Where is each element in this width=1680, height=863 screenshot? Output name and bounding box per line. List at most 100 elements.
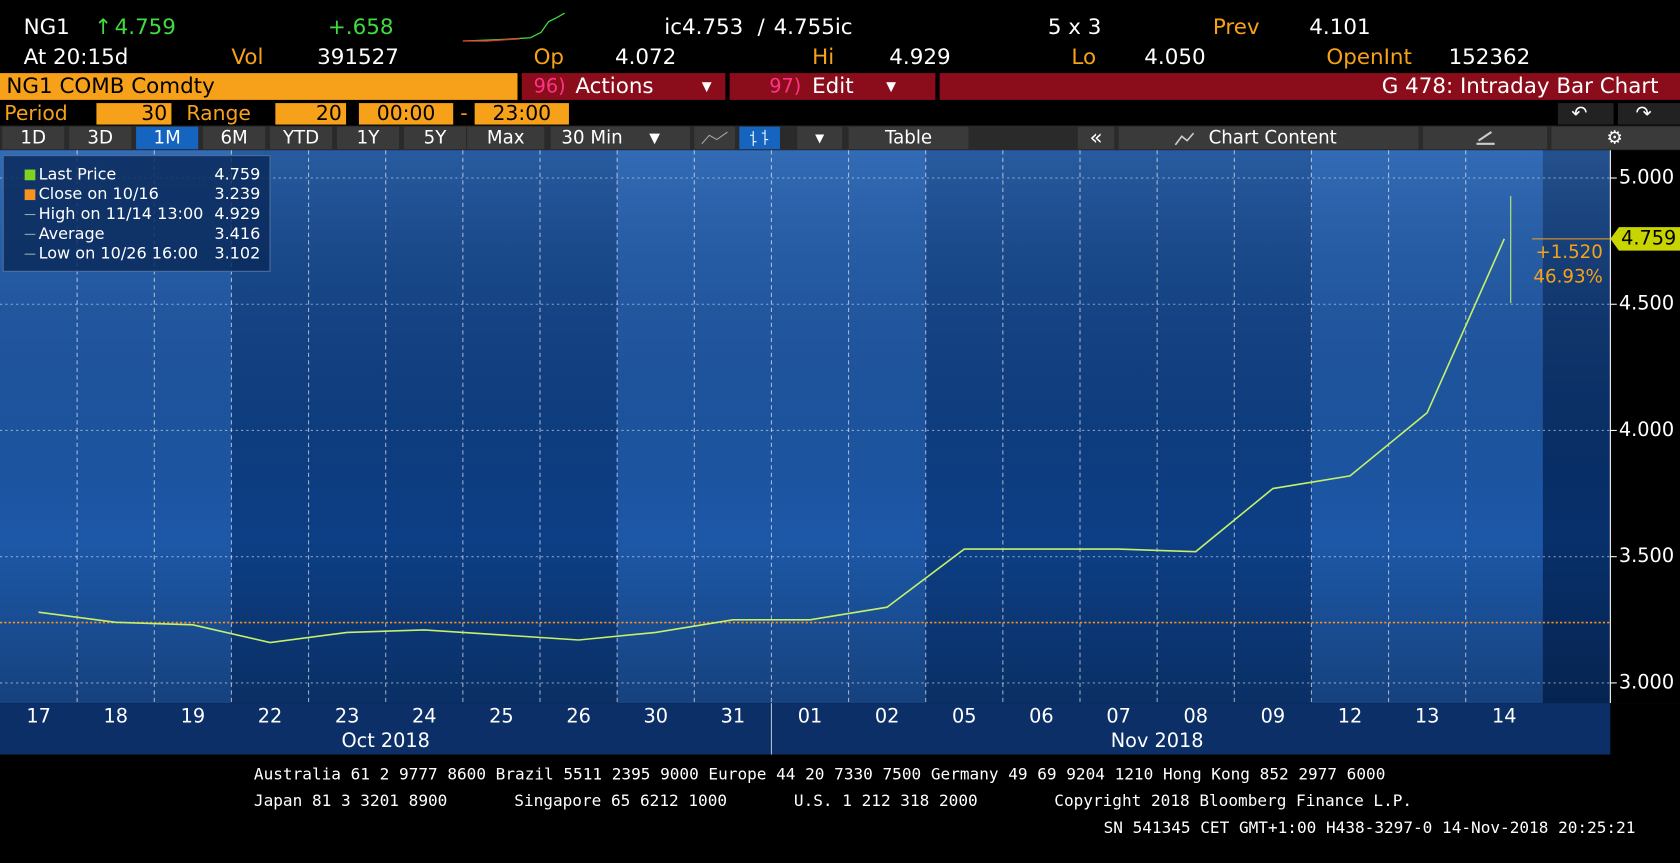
legend-label: Low on 10/26 16:00 — [39, 244, 199, 263]
interval[interactable]: 30 Min — [561, 127, 622, 148]
dropdown-arrow: ▼ — [702, 80, 712, 95]
x-tick-label: 13 — [1415, 705, 1440, 728]
open-label: Op — [534, 45, 564, 70]
legend-label: Average — [39, 224, 105, 243]
last-price-label: 4.759 — [1621, 226, 1676, 249]
edit-num: 97) — [769, 75, 801, 98]
time: At 20:15d — [24, 45, 129, 70]
actions-num: 96) — [534, 75, 566, 98]
oi-label: OpenInt — [1326, 45, 1411, 70]
x-tick-label: 06 — [1029, 705, 1054, 728]
range-button[interactable] — [336, 126, 400, 150]
range-box[interactable] — [275, 103, 347, 125]
end[interactable]: 23:00 — [492, 101, 551, 125]
legend-value: 3.102 — [214, 244, 260, 263]
table-button[interactable] — [848, 126, 969, 150]
annotate-icon — [1476, 131, 1495, 145]
range-label[interactable]: 1Y — [357, 127, 381, 148]
range-label[interactable]: 3D — [87, 127, 113, 148]
x-axis-area — [0, 703, 1680, 755]
month-label: Nov 2018 — [1111, 729, 1204, 752]
x-tick-label: 17 — [26, 705, 51, 728]
legend-label: Last Price — [39, 164, 117, 183]
low: 4.050 — [1144, 45, 1205, 70]
legend-value: 4.759 — [214, 164, 260, 183]
range[interactable]: 20 — [316, 101, 342, 125]
chart-content-button[interactable] — [1118, 126, 1419, 150]
legend-label: Close on 10/16 — [39, 184, 159, 203]
y-tick-label: 3.500 — [1619, 544, 1674, 567]
x-tick-label: 02 — [875, 705, 900, 728]
vol-label: Vol — [231, 45, 263, 70]
period-box[interactable] — [96, 103, 172, 125]
month-label: Oct 2018 — [341, 729, 429, 752]
y-tick-label: 4.500 — [1619, 292, 1674, 315]
x-tick-label: 08 — [1183, 705, 1208, 728]
settings-button[interactable] — [1551, 126, 1680, 150]
high: 4.929 — [889, 45, 950, 70]
footer: Australia 61 2 9777 8600 Brazil 5511 239… — [0, 754, 1680, 863]
change-label: +1.520 — [1535, 242, 1602, 263]
dropdown-arrow: ▼ — [815, 131, 825, 145]
bid: ic4.753 — [664, 15, 743, 40]
range-label[interactable]: 1D — [20, 127, 46, 148]
edit[interactable]: Edit — [812, 74, 853, 99]
period[interactable]: 30 — [141, 101, 167, 125]
bar-icon — [750, 129, 769, 146]
net-change: +.658 — [328, 15, 394, 40]
x-tick-label: 05 — [952, 705, 977, 728]
collapse-button[interactable] — [1077, 126, 1115, 150]
x-tick-label: 01 — [798, 705, 823, 728]
dropdown-arrow: ▼ — [886, 80, 896, 95]
footer-text: U.S. 1 212 318 2000 — [794, 791, 978, 810]
x-tick-label: 09 — [1261, 705, 1286, 728]
chart-content[interactable]: Chart Content — [1209, 127, 1337, 148]
actions-menu[interactable] — [521, 73, 726, 100]
line-icon — [701, 131, 728, 145]
footer-text: Japan 81 3 3201 8900 — [254, 791, 447, 810]
annotate-button[interactable] — [1422, 126, 1548, 150]
range-label[interactable]: 6M — [220, 127, 247, 148]
x-tick-label: 25 — [489, 705, 514, 728]
range-label: Range — [186, 101, 250, 125]
start-box[interactable] — [358, 103, 454, 125]
chart-type-dropdown[interactable] — [797, 126, 843, 150]
range-button[interactable] — [203, 126, 266, 150]
range-label[interactable]: Max — [487, 127, 525, 148]
actions[interactable]: Actions — [575, 74, 653, 99]
x-tick-label: 26 — [566, 705, 591, 728]
low-label: Lo — [1071, 45, 1096, 70]
x-tick-label: 24 — [412, 705, 437, 728]
legend-value: 4.929 — [214, 204, 260, 223]
x-tick-label: 23 — [335, 705, 360, 728]
change-pct-label: 46.93% — [1533, 266, 1602, 287]
x-axis-right — [1610, 703, 1680, 755]
range-button[interactable] — [2, 126, 65, 150]
range-button[interactable] — [69, 126, 132, 150]
table[interactable]: Table — [884, 127, 932, 148]
range-label[interactable]: YTD — [282, 127, 319, 148]
function-title: G 478: Intraday Bar Chart — [1382, 74, 1659, 99]
range-label[interactable]: 1M — [153, 127, 180, 148]
y-tick-label: 3.000 — [1619, 670, 1674, 693]
size: 5 x 3 — [1048, 15, 1102, 40]
range-label[interactable]: 5Y — [424, 127, 448, 148]
end-box[interactable] — [474, 103, 569, 125]
prev: 4.101 — [1309, 15, 1370, 40]
range-button[interactable] — [270, 126, 333, 150]
last-price: 4.759 — [115, 15, 176, 40]
range-button[interactable] — [467, 126, 545, 150]
bar-chart-button[interactable] — [739, 126, 780, 150]
edit-menu[interactable] — [729, 73, 936, 100]
up-arrow: ↑ — [94, 15, 112, 40]
start[interactable]: 00:00 — [377, 101, 436, 125]
interval-button[interactable] — [550, 126, 690, 150]
undo-icon: ↶ — [1571, 101, 1587, 124]
undo[interactable] — [1557, 103, 1614, 125]
range-button[interactable] — [403, 126, 467, 150]
ask: 4.755ic — [774, 15, 853, 40]
range-button[interactable] — [136, 126, 199, 150]
redo[interactable] — [1617, 103, 1680, 125]
legend-label: High on 11/14 13:00 — [39, 204, 204, 223]
price-line — [38, 238, 1506, 644]
